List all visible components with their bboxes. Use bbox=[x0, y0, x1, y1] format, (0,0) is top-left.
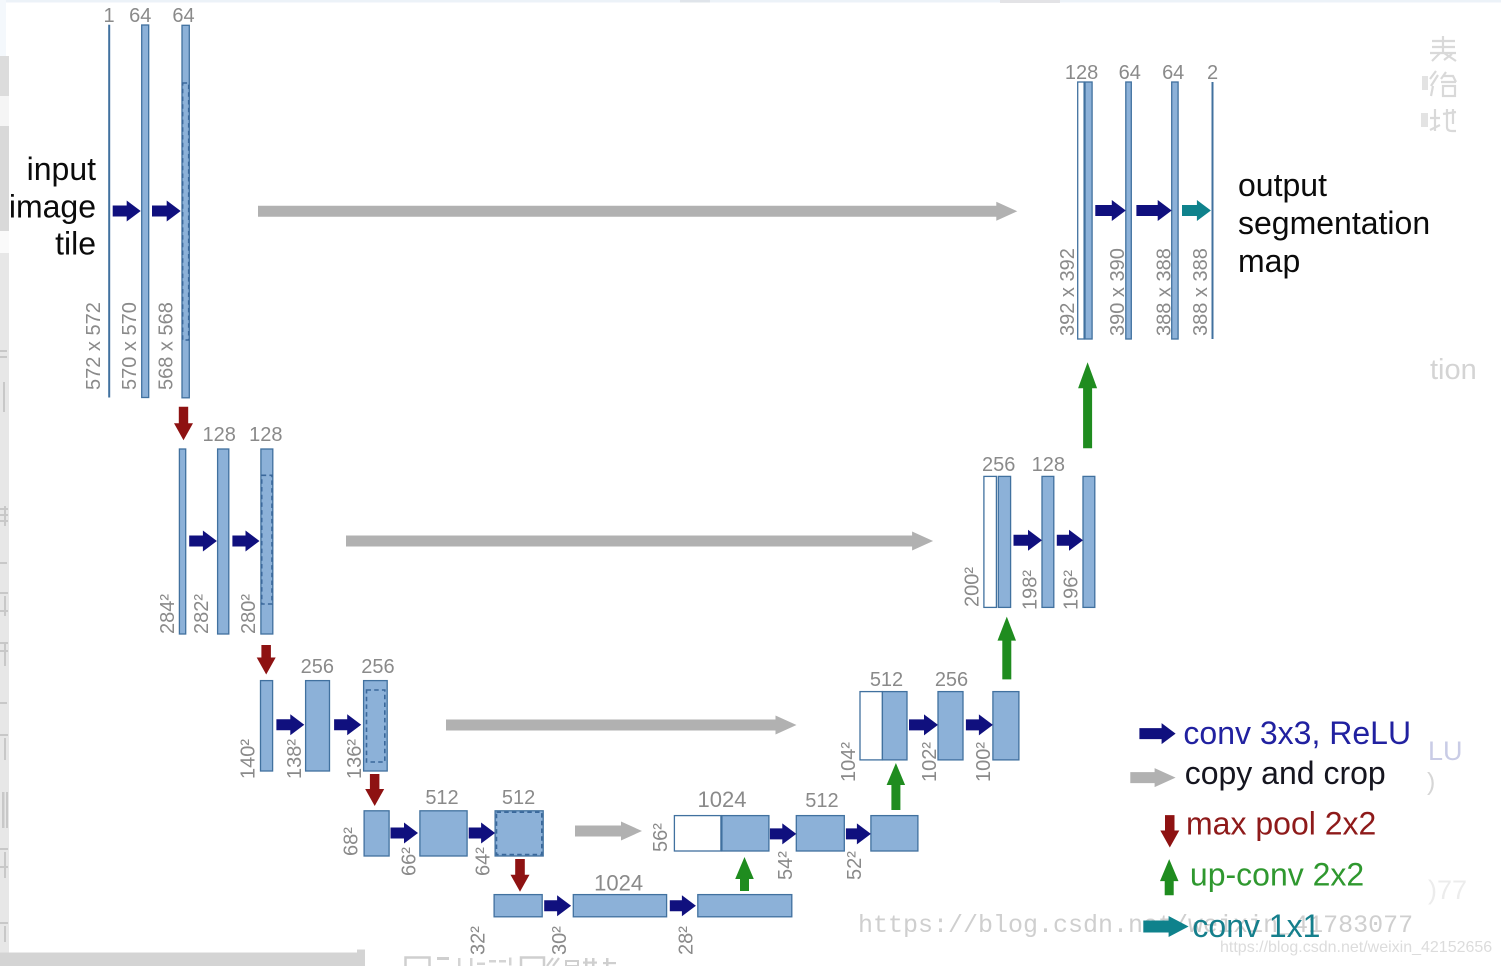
svg-text:68²: 68² bbox=[341, 827, 363, 856]
svg-text:256: 256 bbox=[982, 454, 1015, 476]
svg-text:128: 128 bbox=[203, 424, 236, 446]
svg-text:280²: 280² bbox=[238, 594, 260, 634]
svg-text:128: 128 bbox=[249, 424, 282, 446]
svg-text:198²: 198² bbox=[1020, 570, 1042, 610]
svg-text:image: image bbox=[9, 189, 96, 225]
svg-text:1: 1 bbox=[103, 5, 114, 27]
svg-text:52²: 52² bbox=[844, 851, 866, 880]
svg-text:388 x 388: 388 x 388 bbox=[1190, 248, 1212, 336]
svg-text:200²: 200² bbox=[962, 567, 984, 607]
svg-text:128: 128 bbox=[1032, 454, 1065, 476]
svg-text:512: 512 bbox=[870, 669, 903, 691]
svg-text:conv 1x1: conv 1x1 bbox=[1192, 908, 1320, 944]
svg-text:2: 2 bbox=[1207, 62, 1218, 84]
svg-text:256: 256 bbox=[935, 669, 968, 691]
svg-text:100²: 100² bbox=[973, 742, 995, 782]
svg-text:392 x 392: 392 x 392 bbox=[1057, 248, 1079, 336]
svg-text:54²: 54² bbox=[775, 851, 797, 880]
svg-text:128: 128 bbox=[1065, 62, 1098, 84]
svg-text:28²: 28² bbox=[676, 926, 698, 955]
svg-text:390 x 390: 390 x 390 bbox=[1107, 248, 1129, 336]
svg-text:32²: 32² bbox=[468, 926, 490, 955]
svg-text:136²: 136² bbox=[344, 739, 366, 779]
svg-text:196²: 196² bbox=[1061, 570, 1083, 610]
svg-text:tion: tion bbox=[1430, 354, 1477, 386]
svg-text:56²: 56² bbox=[650, 823, 672, 852]
svg-text:https://blog.csdn.net/weixin_4: https://blog.csdn.net/weixin_41783077 bbox=[858, 911, 1413, 940]
svg-text:tile: tile bbox=[55, 226, 96, 262]
svg-text:input: input bbox=[27, 151, 97, 187]
svg-text:conv 3x3, ReLU: conv 3x3, ReLU bbox=[1183, 715, 1411, 751]
svg-text:1024: 1024 bbox=[698, 787, 747, 812]
svg-text:256: 256 bbox=[361, 656, 394, 678]
svg-text:64: 64 bbox=[172, 5, 194, 27]
svg-text:LU: LU bbox=[1428, 736, 1463, 766]
svg-text:572 x 572: 572 x 572 bbox=[83, 302, 105, 390]
svg-text:)77: )77 bbox=[1428, 875, 1467, 905]
svg-text:282²: 282² bbox=[191, 594, 213, 634]
svg-text:284²: 284² bbox=[157, 594, 179, 634]
svg-text:up-conv 2x2: up-conv 2x2 bbox=[1190, 857, 1364, 893]
svg-text:66²: 66² bbox=[398, 847, 420, 876]
svg-text:64: 64 bbox=[1119, 62, 1141, 84]
svg-text:256: 256 bbox=[301, 656, 334, 678]
svg-text:64²: 64² bbox=[473, 847, 495, 876]
svg-text:140²: 140² bbox=[237, 739, 259, 779]
svg-text:512: 512 bbox=[502, 787, 535, 809]
svg-text:388 x 388: 388 x 388 bbox=[1153, 248, 1175, 336]
svg-text:segmentation: segmentation bbox=[1238, 205, 1430, 241]
svg-text:64: 64 bbox=[1162, 62, 1184, 84]
svg-text:568 x 568: 568 x 568 bbox=[156, 302, 178, 390]
svg-text:512: 512 bbox=[805, 790, 838, 812]
svg-text:max pool 2x2: max pool 2x2 bbox=[1186, 806, 1376, 842]
svg-text:102²: 102² bbox=[919, 742, 941, 782]
svg-text:copy and crop: copy and crop bbox=[1185, 755, 1386, 791]
svg-text:output: output bbox=[1238, 167, 1327, 203]
svg-text:512: 512 bbox=[425, 787, 458, 809]
svg-text:570 x 570: 570 x 570 bbox=[119, 302, 141, 390]
svg-text:1024: 1024 bbox=[594, 871, 643, 896]
svg-text:104²: 104² bbox=[838, 742, 860, 782]
svg-text:): ) bbox=[1427, 768, 1435, 796]
svg-text:64: 64 bbox=[129, 5, 151, 27]
svg-text:map: map bbox=[1238, 243, 1300, 279]
svg-text:138²: 138² bbox=[284, 739, 306, 779]
svg-text:30²: 30² bbox=[549, 926, 571, 955]
svg-text:https://blog.csdn.net/weixin_4: https://blog.csdn.net/weixin_42152656 bbox=[1220, 939, 1492, 956]
